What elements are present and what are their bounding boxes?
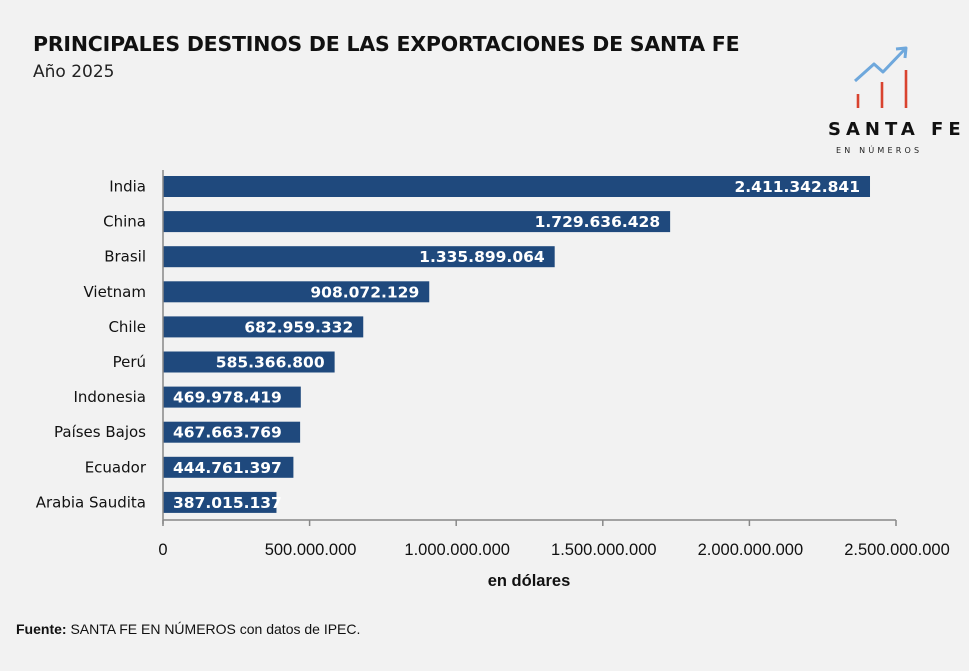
bars-layer: India 2.411.342.841 China 1.729.636.428 Bras… bbox=[36, 176, 871, 513]
x-tick-label: 0 bbox=[158, 541, 167, 559]
category-label: Perú bbox=[113, 353, 146, 371]
chart-subtitle: Año 2025 bbox=[33, 62, 115, 82]
x-tick-label: 2.000.000.000 bbox=[698, 541, 804, 559]
category-label: Vietnam bbox=[83, 283, 146, 301]
category-label: Indonesia bbox=[73, 388, 146, 406]
category-label: Ecuador bbox=[85, 458, 147, 476]
data-label: 444.761.397 bbox=[173, 459, 282, 477]
bar-vietnam bbox=[163, 281, 430, 303]
category-label: Brasil bbox=[104, 248, 146, 266]
bar-indonesia bbox=[163, 386, 301, 408]
bar-ecuador bbox=[163, 456, 294, 478]
chart-title: PRINCIPALES DESTINOS DE LAS EXPORTACIONE… bbox=[33, 32, 740, 56]
bar-perú bbox=[163, 351, 335, 373]
data-label: 2.411.342.841 bbox=[734, 178, 860, 196]
category-label: Arabia Saudita bbox=[36, 493, 146, 511]
data-label: 467.663.769 bbox=[173, 424, 282, 442]
bar-países-bajos bbox=[163, 421, 301, 443]
category-label: Países Bajos bbox=[54, 423, 146, 441]
bar-arabia-saudita bbox=[163, 491, 277, 513]
bar-india bbox=[163, 176, 871, 197]
x-ticks-layer: 0 500.000.000 1.000.000.000 1.500.000.000 2.… bbox=[158, 520, 950, 559]
data-label: 1.729.636.428 bbox=[535, 213, 661, 231]
bar-brasil bbox=[163, 246, 555, 268]
x-tick-label: 1.000.000.000 bbox=[404, 541, 510, 559]
bar-chile bbox=[163, 316, 364, 338]
x-tick-label: 1.500.000.000 bbox=[551, 541, 657, 559]
source-text: SANTA FE EN NÚMEROS con datos de IPEC. bbox=[66, 621, 361, 637]
source-note: Fuente: SANTA FE EN NÚMEROS con datos de… bbox=[16, 621, 360, 637]
logo-tagline: EN NÚMEROS bbox=[836, 146, 923, 155]
x-axis-label: en dólares bbox=[488, 572, 571, 590]
category-label: China bbox=[103, 213, 146, 231]
data-label: 469.978.419 bbox=[173, 389, 282, 407]
data-label: 682.959.332 bbox=[244, 318, 353, 336]
category-label: India bbox=[109, 178, 146, 196]
santa-fe-logo-icon bbox=[853, 46, 908, 108]
bar-china bbox=[163, 211, 671, 233]
data-label: 585.366.800 bbox=[216, 354, 325, 372]
logo-arrow-head bbox=[895, 46, 908, 59]
data-label: 1.335.899.064 bbox=[419, 248, 545, 266]
x-tick-label: 2.500.000.000 bbox=[844, 541, 950, 559]
source-label: Fuente: bbox=[16, 621, 67, 637]
logo-name: SANTA FE bbox=[828, 119, 966, 140]
data-label: 387.015.137 bbox=[173, 494, 282, 512]
logo-trend-line bbox=[853, 47, 907, 83]
category-label: Chile bbox=[108, 318, 146, 336]
x-tick-label: 500.000.000 bbox=[265, 541, 357, 559]
data-label: 908.072.129 bbox=[310, 283, 419, 301]
